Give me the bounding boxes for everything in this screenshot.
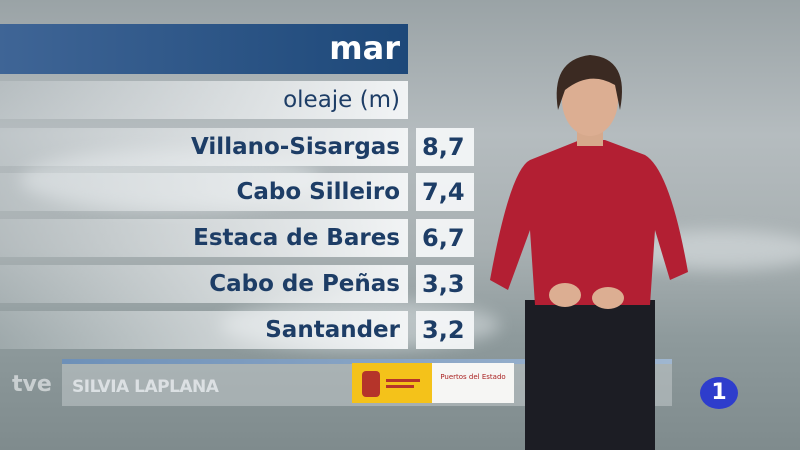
place-label: Estaca de Bares [0, 219, 408, 257]
place-label: Cabo de Peñas [0, 265, 408, 303]
sponsor-logo: Puertos del Estado [432, 363, 514, 403]
channel-badge: 1 [700, 377, 738, 409]
presenter-name: SILVIA LAPLANA [72, 377, 219, 397]
wave-value: 7,4 [416, 173, 474, 211]
place-label: Santander [0, 311, 408, 349]
place-label: Cabo Silleiro [0, 173, 408, 211]
wave-value: 8,7 [416, 128, 474, 166]
tve-logo: tve [12, 372, 52, 397]
presenter-figure [490, 55, 688, 450]
lower-third-bar [62, 359, 672, 364]
table-subtitle: oleaje (m) [0, 81, 408, 119]
wave-value: 3,2 [416, 311, 474, 349]
government-logo [352, 363, 432, 403]
place-label: Villano-Sisargas [0, 128, 408, 166]
coat-of-arms-icon [362, 371, 420, 397]
wave-value: 3,3 [416, 265, 474, 303]
wave-value: 6,7 [416, 219, 474, 257]
table-header: mar [0, 24, 408, 74]
